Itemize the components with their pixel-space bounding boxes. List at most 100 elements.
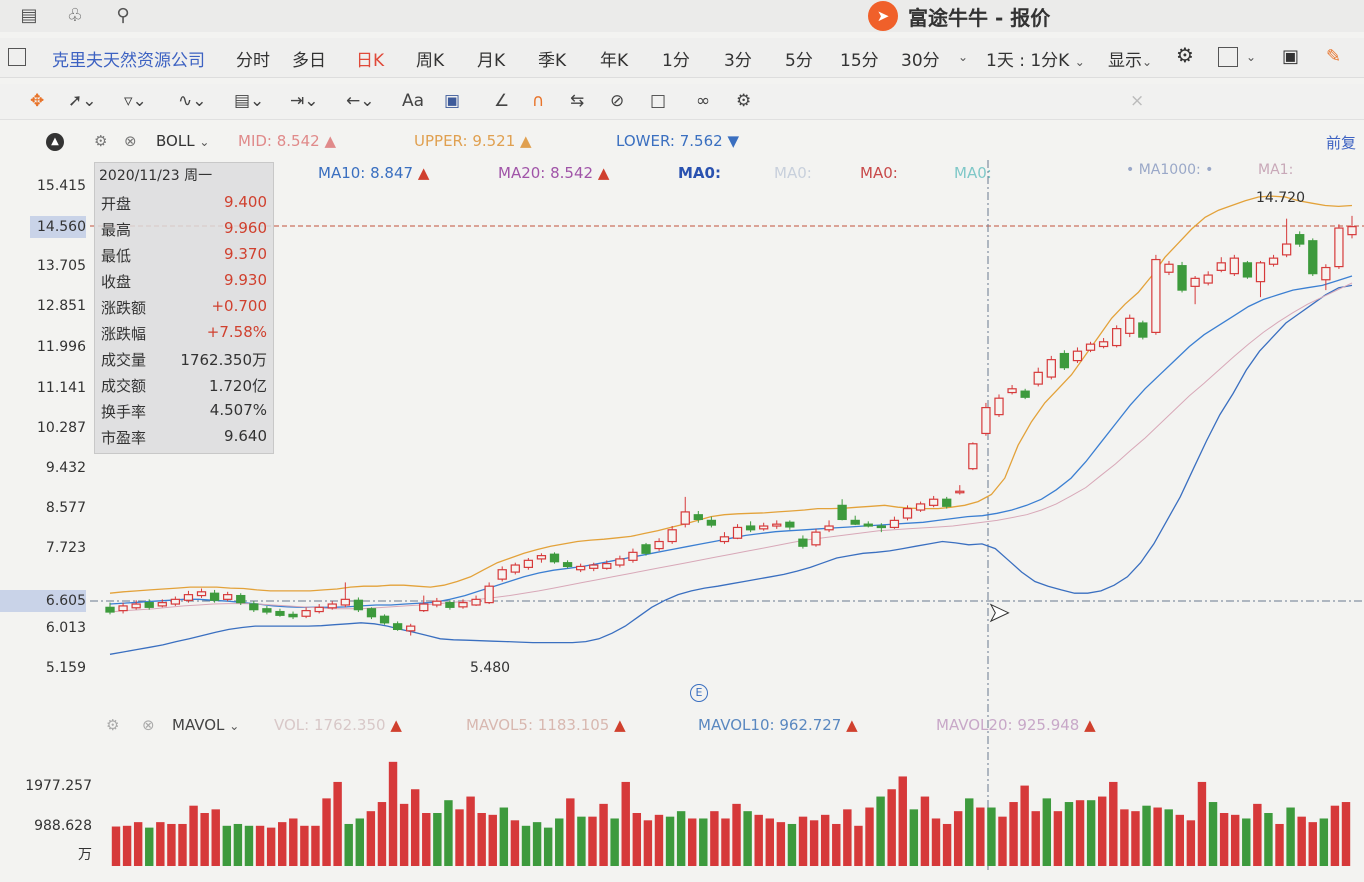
tab-period-8[interactable]: 3分 <box>724 51 752 71</box>
pencil-icon[interactable]: ✎ <box>1326 46 1342 67</box>
volume-bar <box>699 818 708 866</box>
volume-bar <box>1264 813 1273 866</box>
candle-body <box>1112 328 1122 347</box>
volume-bar <box>399 803 409 866</box>
mavol-selector[interactable]: MAVOL ⌄ <box>172 716 239 734</box>
vol-value-text: VOL: 1762.350 <box>274 716 386 734</box>
trash-icon[interactable]: □ <box>650 91 667 111</box>
candle-body <box>196 591 207 597</box>
link-icon[interactable]: ∞ <box>696 91 711 111</box>
draw-settings-icon[interactable]: ⚙ <box>736 91 752 111</box>
vol-settings-icon[interactable]: ⚙ <box>106 716 120 734</box>
candle-body <box>1216 262 1226 271</box>
search-icon[interactable]: ⚲ <box>116 5 130 26</box>
channel-tool-icon[interactable]: ▿⌄ <box>124 91 147 111</box>
volume-bar <box>965 798 974 866</box>
tab-period-6[interactable]: 年K <box>600 51 629 71</box>
bell-icon[interactable]: ♧ <box>66 5 84 26</box>
volume-bar <box>499 807 509 866</box>
tab-period-2[interactable]: 日K <box>356 51 385 71</box>
hide-icon[interactable]: ⊘ <box>610 91 625 111</box>
range-tool-icon[interactable]: ⇥⌄ <box>290 91 319 111</box>
candle-body <box>1033 371 1043 385</box>
volume-bar <box>665 816 675 866</box>
y-tick: 8.577 <box>45 500 86 516</box>
candle-body <box>1177 265 1187 291</box>
stock-name[interactable]: 克里夫天然资源公司 <box>52 51 205 71</box>
vol-tick: 988.628 <box>34 818 92 834</box>
volume-bar <box>953 811 963 866</box>
ma0-label-a: MA0: <box>678 164 721 182</box>
layout-chevron-icon[interactable]: ⌄ <box>1246 50 1257 64</box>
arrow-tool-icon[interactable]: ←⌄ <box>346 91 375 111</box>
tab-period-3[interactable]: 周K <box>416 51 445 71</box>
tab-period-9[interactable]: 5分 <box>785 51 813 71</box>
menu-icon[interactable]: ▤ <box>20 5 38 26</box>
tab-period-7[interactable]: 1分 <box>662 51 690 71</box>
volume-bar <box>543 827 553 866</box>
sync-icon[interactable]: ⇆ <box>570 91 585 111</box>
volume-bar <box>178 823 187 866</box>
volume-bar <box>111 826 121 866</box>
tab-period-0[interactable]: 分时 <box>236 51 270 71</box>
volume-bar <box>388 761 398 866</box>
high-mark-label: 14.720 <box>1256 190 1305 206</box>
range-select[interactable]: 1天 : 1分K ⌄ <box>986 46 1085 71</box>
sidebar-toggle-icon[interactable] <box>8 48 26 66</box>
series-line-mid <box>109 275 1353 608</box>
ma1-label: MA1: <box>1258 162 1294 178</box>
vol-close-icon[interactable]: ⊗ <box>142 716 155 734</box>
candle-body <box>589 564 599 569</box>
move-cross-icon[interactable]: ✥ <box>30 91 45 111</box>
collapse-icon[interactable]: ▲ <box>46 133 64 151</box>
camera-icon[interactable]: ▣ <box>1282 46 1300 67</box>
more-periods-chevron-icon[interactable]: ⌄ <box>958 50 969 64</box>
angle-tool-icon[interactable]: ∠ <box>494 91 510 111</box>
mid-value: MID: 8.542 ▲ <box>238 132 336 150</box>
volume-bar <box>1031 811 1040 866</box>
display-menu[interactable]: 显示⌄ <box>1108 46 1152 71</box>
candle-body <box>1138 322 1148 338</box>
volume-bar <box>1275 823 1284 866</box>
wave-tool-icon[interactable]: ∿⌄ <box>178 91 207 111</box>
chevron-down-icon: ⌄ <box>1074 55 1085 69</box>
indicator-settings-icon[interactable]: ⚙ <box>94 132 108 150</box>
candle-body <box>1020 390 1030 398</box>
mavol-label: MAVOL <box>172 716 225 734</box>
candle-body <box>1347 226 1357 236</box>
volume-bar <box>832 823 841 866</box>
tab-period-11[interactable]: 30分 <box>901 51 940 71</box>
tab-period-5[interactable]: 季K <box>538 51 567 71</box>
ma20-value: MA20: 8.542 <box>498 164 594 182</box>
line-tool-icon[interactable]: ➚⌄ <box>68 91 97 111</box>
mavol5-text: MAVOL5: 1183.105 <box>466 716 610 734</box>
tab-period-4[interactable]: 月K <box>477 51 506 71</box>
candle-body <box>209 592 220 601</box>
comment-tool-icon[interactable]: ▣ <box>444 91 461 111</box>
ma20-label: MA20: 8.542 ▲ <box>498 164 610 182</box>
app-title: 富途牛牛 - 报价 <box>908 6 1051 30</box>
indicator-close-icon[interactable]: ⊗ <box>124 132 137 150</box>
close-toolbar-icon[interactable]: × <box>1130 91 1145 111</box>
candle-body <box>275 610 285 616</box>
boll-selector[interactable]: BOLL ⌄ <box>156 132 209 150</box>
series-line-ma20 <box>109 282 1353 613</box>
layout-icon[interactable] <box>1218 47 1238 67</box>
tab-period-10[interactable]: 15分 <box>840 51 879 71</box>
drawing-toolbar: ✥ ➚⌄ ▿⌄ ∿⌄ ▤⌄ ⇥⌄ ←⌄ Aa ▣ ∠ ∩ ⇆ ⊘ □ ∞ ⚙ × <box>0 84 1364 120</box>
event-badge[interactable]: E <box>690 684 708 702</box>
settings-icon[interactable]: ⚙ <box>1176 43 1194 67</box>
mavol10-text: MAVOL10: 962.727 <box>698 716 842 734</box>
magnet-icon[interactable]: ∩ <box>532 91 545 111</box>
fib-tool-icon[interactable]: ▤⌄ <box>234 91 265 111</box>
volume-bar <box>843 809 852 866</box>
text-tool-icon[interactable]: Aa <box>402 91 425 111</box>
volume-bar <box>1153 807 1162 866</box>
volume-bar <box>510 820 520 866</box>
tab-period-1[interactable]: 多日 <box>292 51 326 71</box>
title-bar: ▤ ♧ ⚲ ➤ 富途牛牛 - 报价 <box>0 0 1364 32</box>
prev-adj-toggle[interactable]: 前复 <box>1326 134 1357 152</box>
y-tick: 10.287 <box>37 420 86 436</box>
volume-bar <box>532 822 542 866</box>
